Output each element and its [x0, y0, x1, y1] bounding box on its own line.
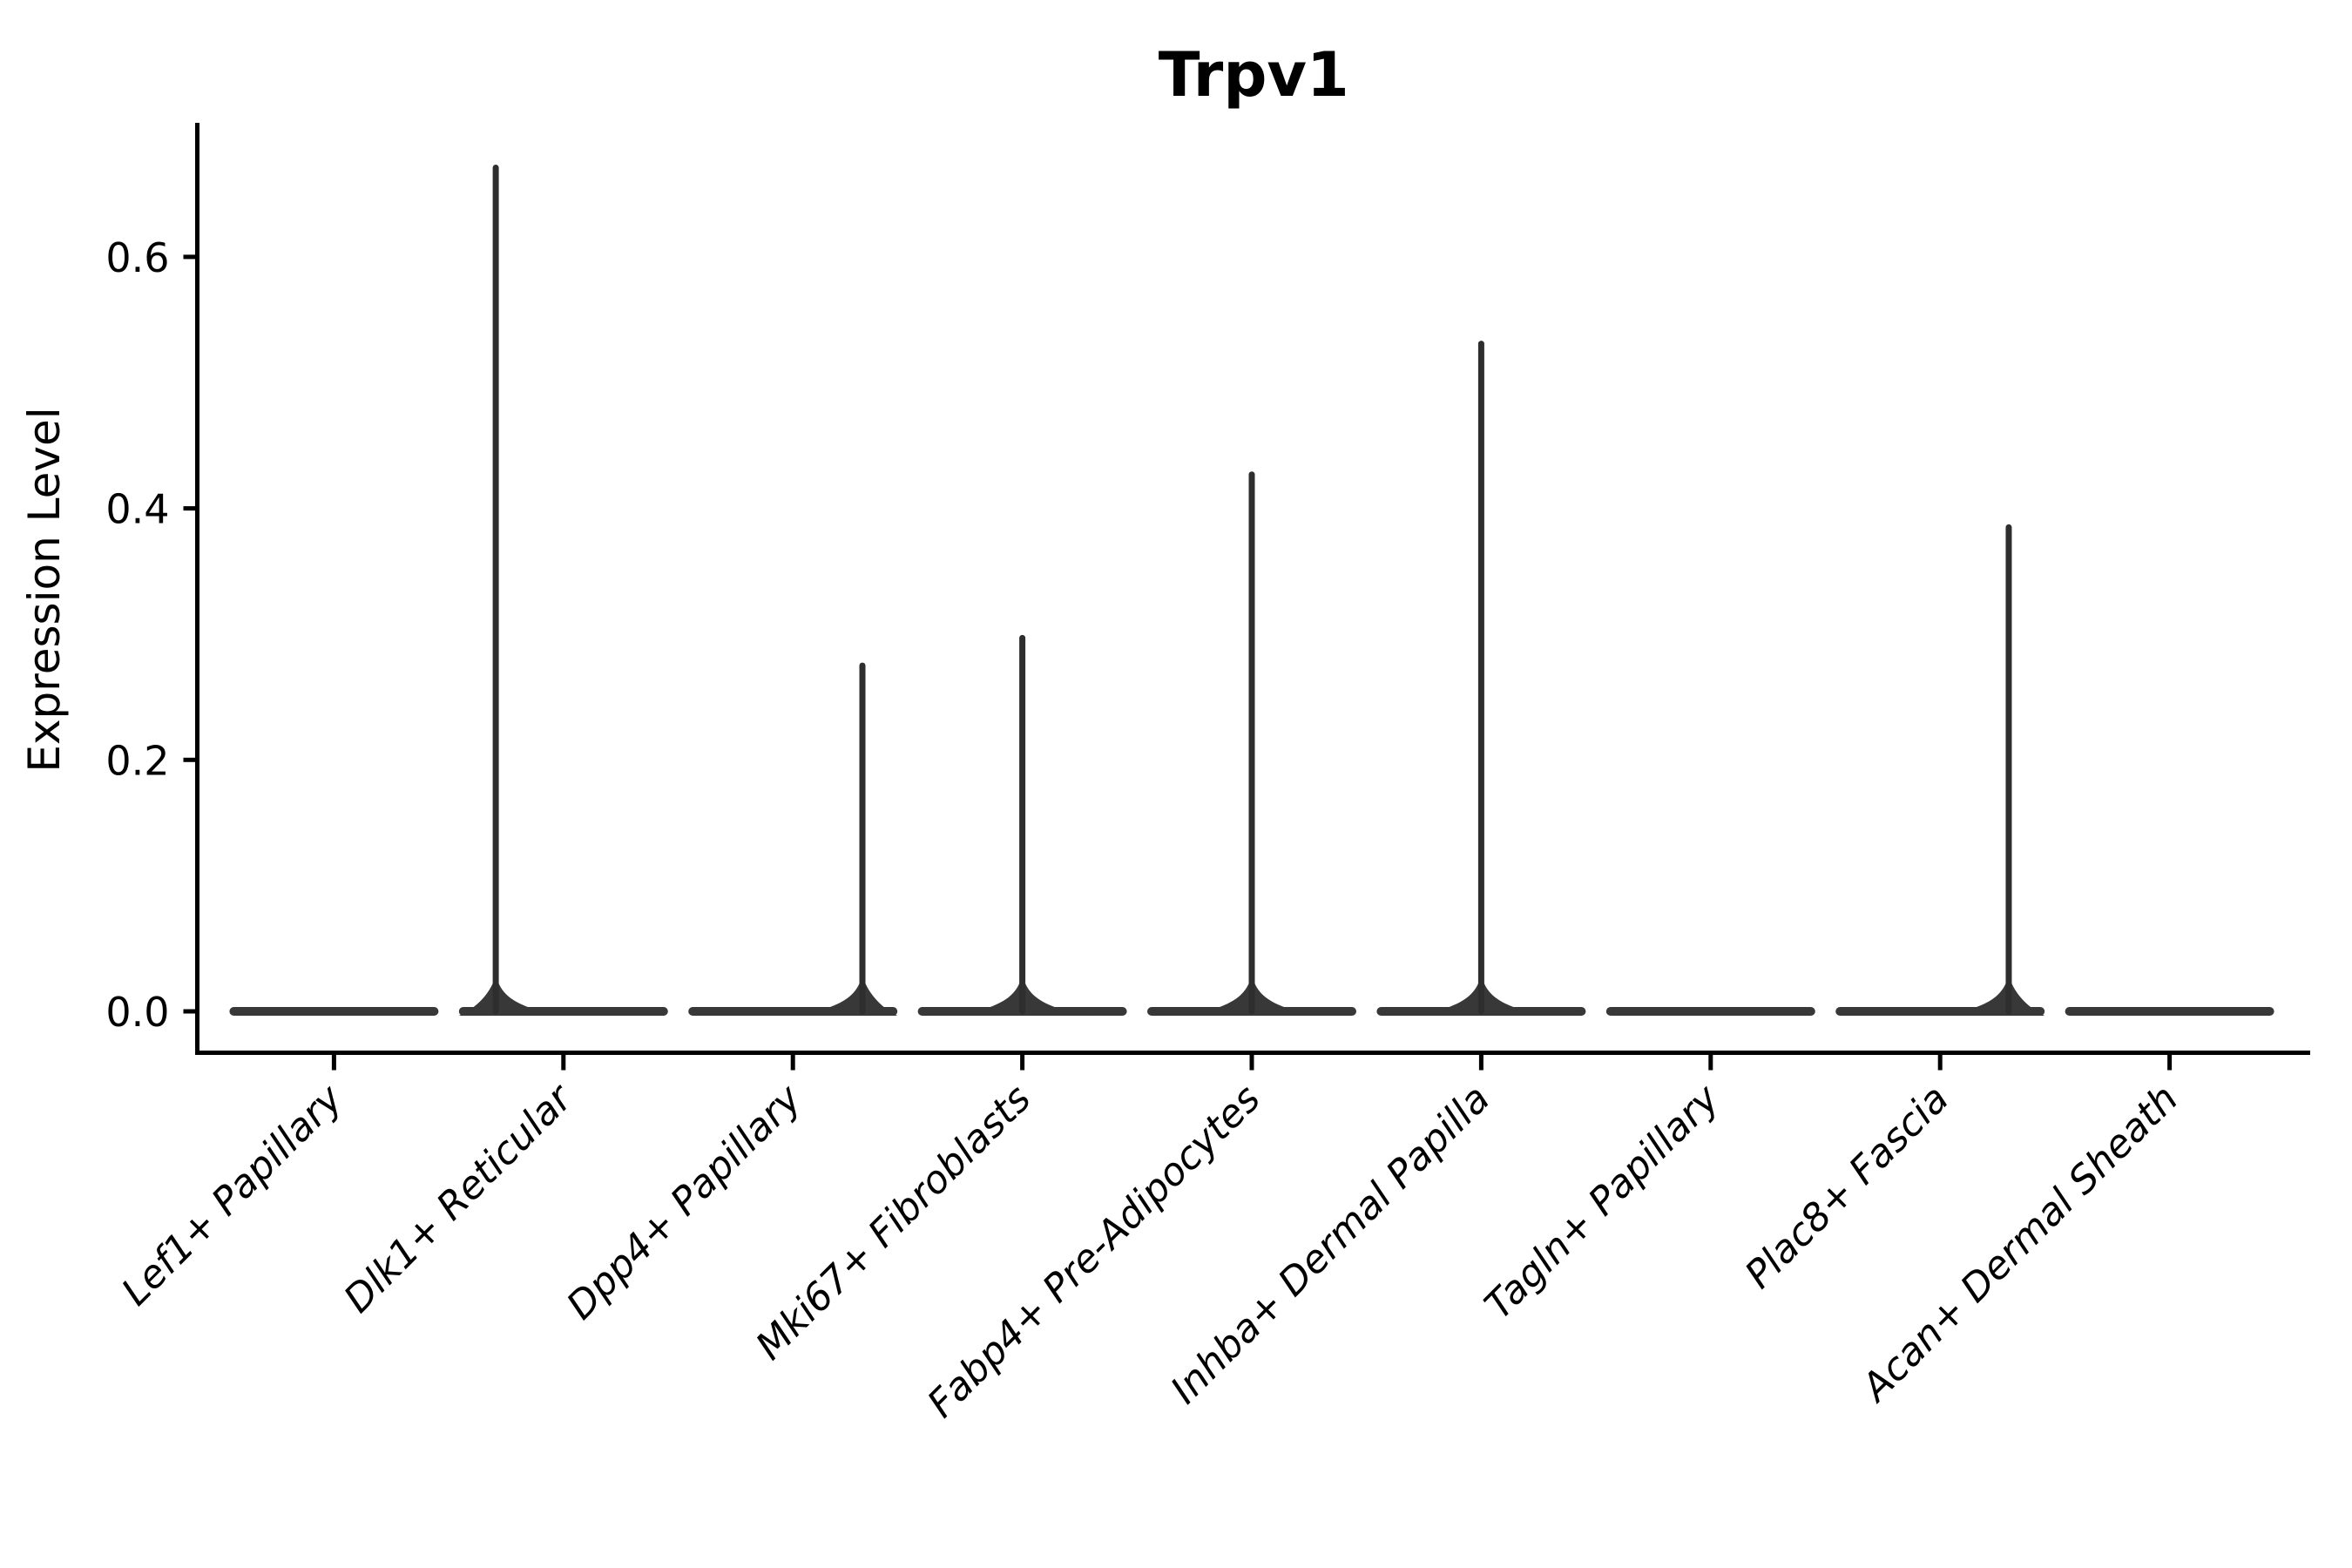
- x-tick-label-dlk1-reticular: Dlk1+ Reticular: [335, 1075, 582, 1321]
- violin-flare-dpp4-papillary: [794, 983, 898, 1016]
- y-tick-label-0.0: 0.0: [105, 989, 169, 1036]
- x-tick-label-dpp4-papillary: Dpp4+ Papillary: [558, 1076, 811, 1328]
- y-tick-label-0.4: 0.4: [105, 486, 169, 533]
- violin-dlk1-reticular: [458, 165, 668, 1016]
- violin-body-lef1-papillary: [229, 1007, 439, 1016]
- y-tick-label-0.6: 0.6: [105, 234, 169, 281]
- violin-plac8-fascia: [1835, 524, 2045, 1016]
- violin-acan-dermal-sheath: [2065, 1007, 2274, 1016]
- violin-tagln-papillary: [1605, 1007, 1815, 1016]
- violin-lef1-papillary: [229, 1007, 439, 1016]
- chart-title: Trpv1: [1159, 39, 1349, 111]
- violin-inhba-dermal-papilla: [1376, 341, 1586, 1016]
- violin-body-acan-dermal-sheath: [2065, 1007, 2274, 1016]
- x-tick-label-tagln-papillary: Tagln+ Papillary: [1477, 1076, 1728, 1328]
- x-tick-label-lef1-papillary: Lef1+ Papillary: [113, 1076, 352, 1315]
- violin-flare-dlk1-reticular: [458, 983, 564, 1016]
- violin-body-tagln-papillary: [1605, 1007, 1815, 1016]
- violin-flare-plac8-fascia: [1940, 983, 2045, 1016]
- x-tick-label-plac8-fascia: Plac8+ Fascia: [1737, 1077, 1957, 1297]
- violin-mki67-fibroblasts: [917, 634, 1127, 1016]
- y-tick-label-0.2: 0.2: [105, 737, 169, 784]
- y-axis-label: Expression Level: [19, 407, 70, 772]
- violin-fabp4-pre-adipocytes: [1147, 471, 1356, 1016]
- violin-dpp4-papillary: [688, 662, 898, 1016]
